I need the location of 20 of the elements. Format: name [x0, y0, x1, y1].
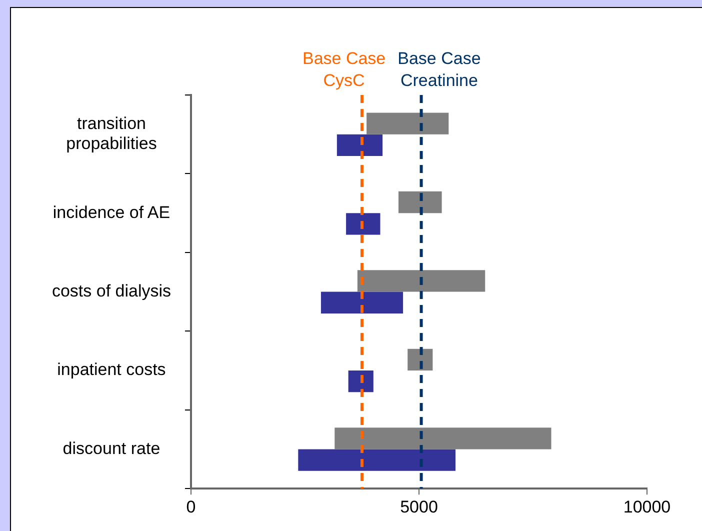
ref-line-label: Base Case CysC [302, 49, 386, 90]
bar [348, 370, 374, 392]
bar [366, 112, 449, 134]
bar [398, 191, 442, 214]
x-tick-label: 5000 [400, 497, 438, 516]
y-tick-label: transition propabilities [66, 114, 157, 154]
x-tick-label: 0 [186, 497, 196, 516]
bar [298, 449, 456, 471]
y-tick-label: inpatient costs [57, 360, 166, 380]
x-tick-label: 10000 [623, 497, 671, 516]
bar [346, 213, 380, 235]
bar [334, 428, 552, 450]
y-tick-label: incidence of AE [52, 202, 170, 222]
bar [357, 270, 486, 292]
bar [320, 292, 404, 314]
ref-line-label: Base Case Creatinine [398, 49, 481, 90]
bar [336, 134, 383, 156]
y-tick-label: discount rate [62, 438, 160, 458]
bar [408, 348, 433, 371]
y-tick-label: costs of dialysis [52, 281, 172, 300]
